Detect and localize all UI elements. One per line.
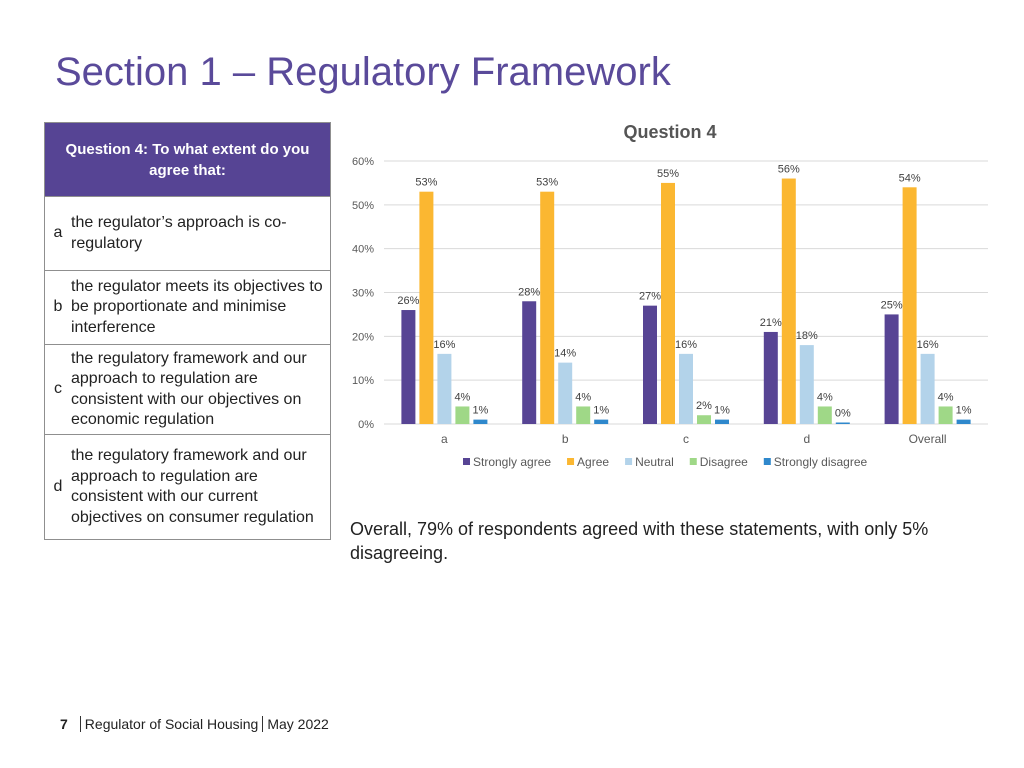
page-number: 7 bbox=[60, 716, 68, 732]
x-tick-label: a bbox=[441, 432, 448, 446]
bar bbox=[884, 314, 899, 424]
data-label: 2% bbox=[696, 400, 712, 412]
footer-divider bbox=[79, 716, 81, 732]
legend-label: Disagree bbox=[700, 455, 748, 469]
data-label: 55% bbox=[657, 168, 679, 180]
data-label: 16% bbox=[917, 339, 939, 351]
x-tick-label: c bbox=[683, 432, 689, 446]
bar bbox=[799, 345, 814, 424]
legend-swatch bbox=[463, 458, 470, 465]
row-statement: the regulatory framework and our approac… bbox=[71, 344, 331, 435]
legend-label: Agree bbox=[577, 455, 609, 469]
row-letter: c bbox=[44, 344, 71, 435]
data-label: 4% bbox=[817, 391, 833, 403]
table-row: c the regulatory framework and our appro… bbox=[44, 344, 331, 435]
y-tick-label: 20% bbox=[352, 331, 374, 343]
bar bbox=[401, 310, 416, 424]
legend-swatch bbox=[763, 458, 771, 465]
row-letter: a bbox=[44, 196, 71, 271]
y-tick-label: 10% bbox=[352, 375, 374, 387]
y-tick-label: 0% bbox=[358, 419, 374, 431]
question-table: Question 4: To what extent do you agree … bbox=[44, 122, 331, 540]
data-label: 4% bbox=[575, 391, 591, 403]
bar bbox=[437, 353, 452, 424]
legend-swatch bbox=[689, 458, 697, 465]
bar bbox=[781, 178, 796, 424]
data-label: 1% bbox=[714, 405, 730, 417]
legend-label: Strongly disagree bbox=[774, 455, 868, 469]
data-label: 53% bbox=[415, 177, 437, 189]
footer-date: May 2022 bbox=[267, 716, 329, 732]
summary-text: Overall, 79% of respondents agreed with … bbox=[350, 519, 929, 563]
bar bbox=[902, 187, 917, 424]
bar bbox=[594, 419, 609, 424]
data-label: 4% bbox=[454, 391, 470, 403]
legend-swatch bbox=[625, 458, 633, 465]
chart-svg: Question 4 0% 10% 20% 30% 40% 50% 60% 26% 53% 16%… bbox=[352, 122, 988, 469]
data-label: 28% bbox=[518, 286, 540, 298]
table-row: d the regulatory framework and our appro… bbox=[44, 434, 331, 540]
data-label: 16% bbox=[675, 339, 697, 351]
bar bbox=[763, 331, 778, 424]
bar bbox=[679, 353, 693, 424]
bar bbox=[522, 301, 537, 424]
x-tick-label: Overall bbox=[909, 432, 947, 446]
bar bbox=[938, 406, 953, 424]
bar bbox=[540, 191, 555, 424]
chart-title: Question 4 bbox=[623, 122, 716, 142]
row-statement: the regulatory framework and our approac… bbox=[71, 434, 331, 540]
bar bbox=[455, 406, 470, 424]
row-statement: the regulator’s approach is co-regulator… bbox=[71, 196, 331, 271]
data-label: 56% bbox=[778, 164, 800, 176]
data-label: 1% bbox=[593, 405, 609, 417]
legend-label: Neutral bbox=[635, 455, 674, 469]
legend-label: Strongly agree bbox=[473, 455, 551, 469]
footer-organisation: Regulator of Social Housing bbox=[84, 716, 259, 732]
x-tick-label: b bbox=[562, 432, 569, 446]
data-label: 54% bbox=[899, 172, 921, 184]
data-label: 27% bbox=[639, 291, 661, 303]
y-tick-label: 30% bbox=[352, 288, 374, 300]
bar bbox=[697, 415, 711, 424]
footer: 7 Regulator of Social Housing May 2022 bbox=[60, 716, 329, 732]
data-label: 21% bbox=[760, 317, 782, 329]
bar bbox=[715, 419, 729, 424]
bar bbox=[835, 422, 850, 424]
data-label: 25% bbox=[881, 299, 903, 311]
bar bbox=[920, 353, 935, 424]
table-row: b the regulator meets its objectives to … bbox=[44, 270, 331, 345]
row-letter: d bbox=[44, 434, 71, 540]
y-tick-label: 50% bbox=[352, 200, 374, 212]
data-label: 1% bbox=[472, 405, 488, 417]
slide-title: Section 1 – Regulatory Framework bbox=[55, 50, 671, 94]
data-label: 16% bbox=[433, 339, 455, 351]
data-label: 1% bbox=[956, 405, 972, 417]
legend-swatch bbox=[567, 458, 575, 465]
row-letter: b bbox=[44, 270, 71, 345]
bar bbox=[576, 406, 591, 424]
bar bbox=[419, 191, 434, 424]
x-tick-label: d bbox=[803, 432, 810, 446]
table-row: a the regulator’s approach is co-regulat… bbox=[44, 196, 331, 271]
bar bbox=[558, 362, 573, 424]
y-tick-label: 40% bbox=[352, 244, 374, 256]
question-table-header: Question 4: To what extent do you agree … bbox=[44, 122, 331, 197]
data-label: 53% bbox=[536, 177, 558, 189]
y-tick-label: 60% bbox=[352, 156, 374, 168]
footer-divider bbox=[262, 716, 264, 732]
data-label: 4% bbox=[938, 391, 954, 403]
bar bbox=[661, 182, 675, 424]
row-statement: the regulator meets its objectives to be… bbox=[71, 270, 331, 345]
data-label: 18% bbox=[796, 330, 818, 342]
data-label: 26% bbox=[397, 295, 419, 307]
bar bbox=[473, 419, 488, 424]
bar-chart: Question 4 0% 10% 20% 30% 40% 50% 60% 26% 53% 16%… bbox=[336, 112, 1000, 482]
data-label: 0% bbox=[835, 408, 851, 420]
bar bbox=[956, 419, 971, 424]
bar bbox=[643, 305, 657, 424]
data-label: 14% bbox=[554, 348, 576, 360]
bar bbox=[817, 406, 832, 424]
